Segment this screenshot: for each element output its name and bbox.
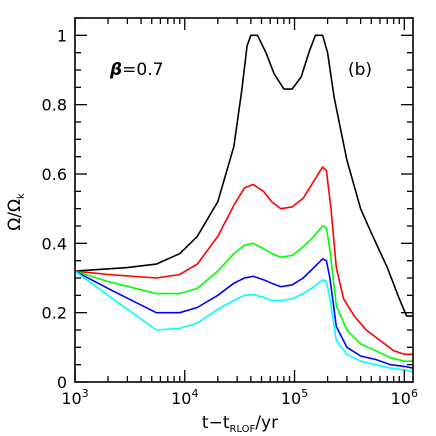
labels-layer: 103 104 105 106 0 0.2 0.4 0.6 0.8 1 <box>42 26 418 408</box>
beta-annotation: β=0.7 <box>109 60 163 80</box>
beta-value: =0.7 <box>122 60 163 80</box>
x-tick-label: 106 <box>391 387 418 408</box>
x-axis-title: t−tRLOF/yr <box>202 413 278 435</box>
y-axis-title-sub: k <box>16 193 27 199</box>
series-line-2 <box>74 166 413 356</box>
x-axis-title-sub: RLOF <box>230 424 256 435</box>
x-axis-title-main: t−t <box>202 413 230 433</box>
plot-frame <box>74 17 414 383</box>
y-axis-title-main: Ω/Ω <box>5 199 25 231</box>
x-axis-title-tail: /yr <box>255 413 278 433</box>
x-tick-label: 104 <box>171 387 198 408</box>
y-tick-label: 0.8 <box>42 96 67 115</box>
y-axis-title: Ω/Ωk <box>5 193 27 231</box>
series-line-5 <box>74 270 414 373</box>
x-tick-label: 103 <box>61 387 88 408</box>
y-tick-label: 0.2 <box>42 304 67 323</box>
series-line-4 <box>74 258 414 369</box>
y-tick-label: 0.4 <box>42 234 67 253</box>
y-tick-label: 0 <box>57 373 67 392</box>
series-layer <box>74 34 414 373</box>
y-tick-label: 1 <box>57 26 67 45</box>
panel-label: (b) <box>348 60 372 80</box>
beta-symbol: β <box>109 60 122 80</box>
x-tick-label: 105 <box>281 387 308 408</box>
series-line-1 <box>74 34 413 317</box>
y-tick-label: 0.6 <box>42 165 67 184</box>
series-line-3 <box>74 225 413 362</box>
